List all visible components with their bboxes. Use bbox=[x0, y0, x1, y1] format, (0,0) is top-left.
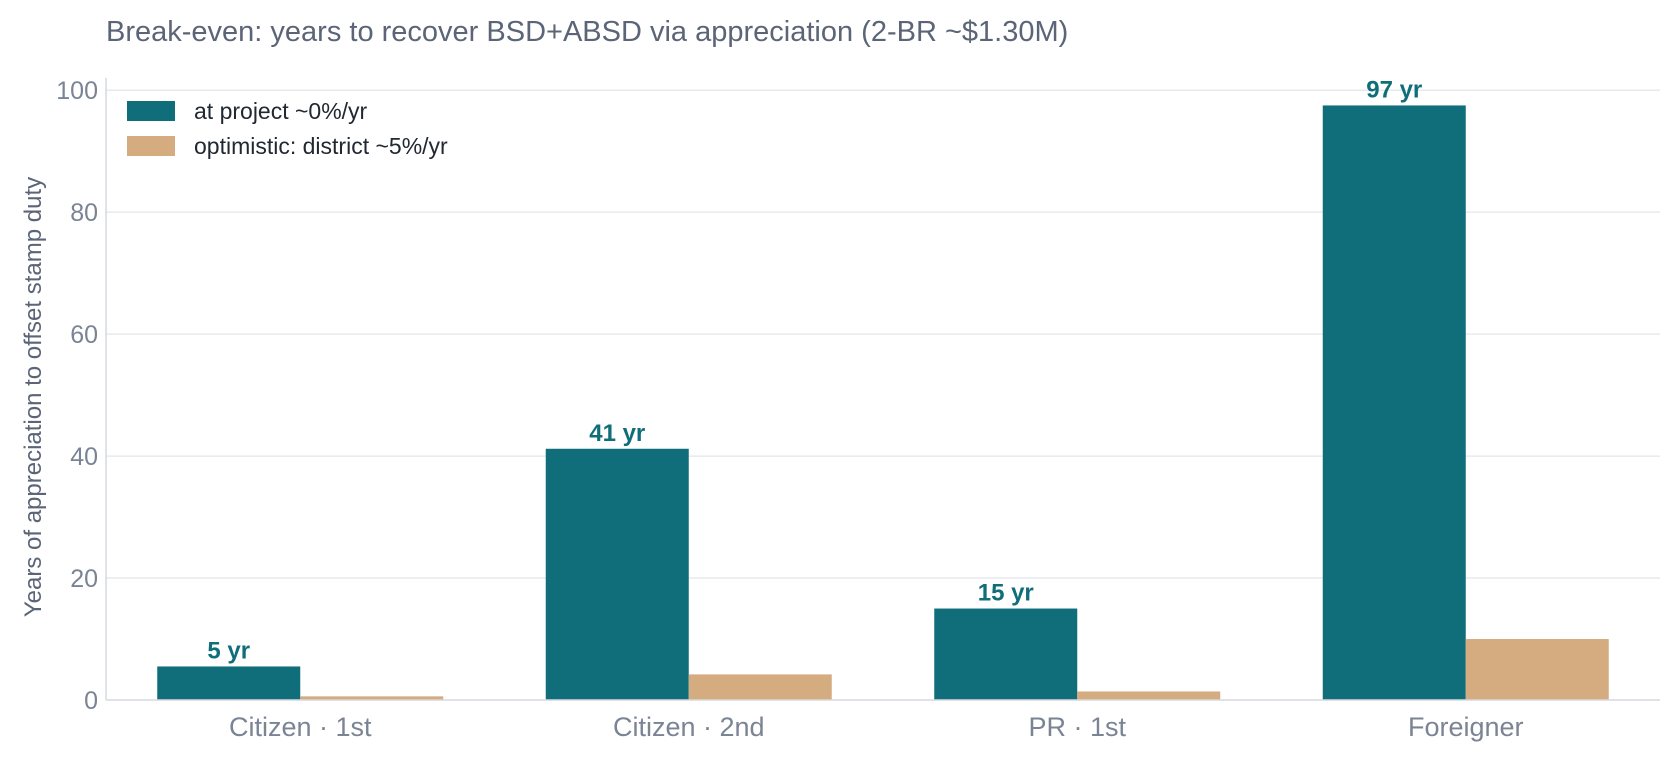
x-tick-label: Citizen · 1st bbox=[229, 712, 372, 742]
bar-district bbox=[300, 696, 444, 700]
data-label: 41 yr bbox=[589, 420, 645, 447]
data-labels: 5 yr 41 yr 15 yr 97 yr bbox=[207, 76, 1422, 664]
legend: at project ~0%/yr optimistic: district ~5… bbox=[127, 98, 448, 159]
x-tick-label: Citizen · 2nd bbox=[613, 712, 765, 742]
y-tick-label: 20 bbox=[70, 565, 98, 593]
bars bbox=[157, 105, 1609, 701]
y-tick-label: 40 bbox=[70, 443, 98, 471]
y-tick-label: 0 bbox=[84, 687, 98, 715]
y-tick-label: 60 bbox=[70, 321, 98, 349]
legend-swatch bbox=[127, 101, 175, 121]
data-label: 97 yr bbox=[1366, 76, 1422, 103]
bar-district bbox=[1465, 639, 1609, 700]
y-tick-label: 80 bbox=[70, 199, 98, 227]
bar-project bbox=[1322, 105, 1466, 701]
y-axis-title: Years of appreciation to offset stamp du… bbox=[20, 177, 47, 617]
x-tick-label: PR · 1st bbox=[1028, 712, 1126, 742]
bar-project bbox=[545, 448, 689, 700]
bar-project bbox=[934, 608, 1078, 700]
chart-title: Break-even: years to recover BSD+ABSD vi… bbox=[106, 16, 1069, 48]
legend-label: at project ~0%/yr bbox=[194, 98, 368, 124]
legend-label: optimistic: district ~5%/yr bbox=[194, 133, 448, 159]
legend-swatch bbox=[127, 136, 175, 156]
bar-project bbox=[157, 666, 301, 700]
x-tick-label: Foreigner bbox=[1408, 712, 1524, 742]
data-label: 5 yr bbox=[207, 637, 250, 664]
axes: 0 20 40 60 80 100 Years of appreciation to off… bbox=[20, 77, 1660, 742]
bar-district bbox=[1077, 691, 1221, 700]
y-tick-label: 100 bbox=[56, 77, 98, 105]
bar-district bbox=[688, 674, 832, 700]
data-label: 15 yr bbox=[978, 580, 1034, 607]
